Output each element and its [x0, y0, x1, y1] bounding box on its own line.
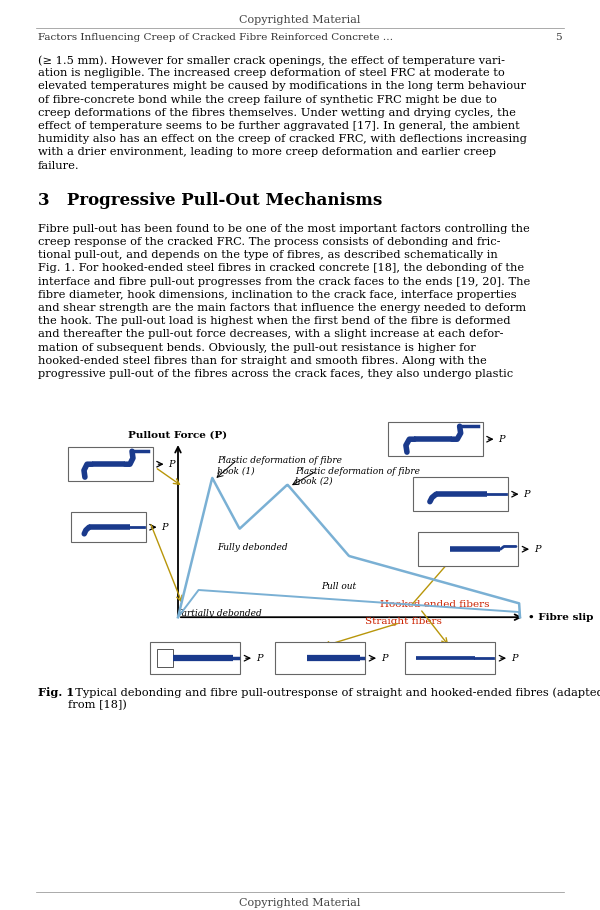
- Text: and shear strength are the main factors that influence the energy needed to defo: and shear strength are the main factors …: [38, 303, 526, 313]
- Text: interface and fibre pull-out progresses from the crack faces to the ends [19, 20: interface and fibre pull-out progresses …: [38, 277, 530, 287]
- Text: Fig. 1. For hooked-ended steel fibres in cracked concrete [18], the debonding of: Fig. 1. For hooked-ended steel fibres in…: [38, 263, 524, 273]
- Text: Plastic deformation of fibre
hook (1): Plastic deformation of fibre hook (1): [217, 456, 342, 475]
- Text: creep response of the cracked FRC. The process consists of debonding and fric-: creep response of the cracked FRC. The p…: [38, 237, 500, 247]
- Text: Factors Influencing Creep of Cracked Fibre Reinforced Concrete …: Factors Influencing Creep of Cracked Fib…: [38, 33, 393, 42]
- Text: hooked-ended steel fibres than for straight and smooth fibres. Along with the: hooked-ended steel fibres than for strai…: [38, 356, 487, 366]
- Text: Copyrighted Material: Copyrighted Material: [239, 15, 361, 25]
- Text: P: P: [256, 653, 263, 662]
- Text: creep deformations of the fibres themselves. Under wetting and drying cycles, th: creep deformations of the fibres themsel…: [38, 107, 516, 117]
- Text: Straight fibers: Straight fibers: [365, 617, 442, 626]
- Bar: [405, 642, 495, 674]
- Text: of fibre-concrete bond while the creep failure of synthetic FRC might be due to: of fibre-concrete bond while the creep f…: [38, 95, 497, 105]
- Text: Copyrighted Material: Copyrighted Material: [239, 898, 361, 908]
- Bar: [413, 477, 508, 511]
- Text: P: P: [534, 545, 541, 553]
- Bar: [67, 447, 152, 481]
- Text: (≥ 1.5 mm). However for smaller crack openings, the effect of temperature vari-: (≥ 1.5 mm). However for smaller crack op…: [38, 55, 505, 66]
- Text: the hook. The pull-out load is highest when the first bend of the fibre is defor: the hook. The pull-out load is highest w…: [38, 316, 511, 326]
- Text: Partially debonded: Partially debonded: [176, 609, 262, 618]
- Bar: [275, 642, 365, 674]
- Text: Hooked ended fibers: Hooked ended fibers: [380, 600, 490, 609]
- Text: fibre diameter, hook dimensions, inclination to the crack face, interface proper: fibre diameter, hook dimensions, inclina…: [38, 289, 517, 299]
- Bar: [388, 422, 482, 456]
- Text: ation is negligible. The increased creep deformation of steel FRC at moderate to: ation is negligible. The increased creep…: [38, 68, 505, 78]
- Text: progressive pull-out of the fibres across the crack faces, they also undergo pla: progressive pull-out of the fibres acros…: [38, 369, 513, 379]
- Text: P: P: [169, 460, 175, 469]
- Text: Fully debonded: Fully debonded: [217, 542, 287, 551]
- Text: P: P: [161, 522, 168, 531]
- Text: P: P: [499, 435, 505, 444]
- Text: Pull out: Pull out: [322, 581, 357, 591]
- Bar: [150, 642, 240, 674]
- Bar: [157, 650, 173, 667]
- Text: tional pull-out, and depends on the type of fibres, as described schematically i: tional pull-out, and depends on the type…: [38, 250, 498, 260]
- Bar: [71, 512, 146, 542]
- Text: with a drier environment, leading to more creep deformation and earlier creep: with a drier environment, leading to mor…: [38, 147, 496, 157]
- Text: humidity also has an effect on the creep of cracked FRC, with deflections increa: humidity also has an effect on the creep…: [38, 134, 527, 144]
- Text: effect of temperature seems to be further aggravated [17]. In general, the ambie: effect of temperature seems to be furthe…: [38, 121, 520, 131]
- Text: Pullout Force (P): Pullout Force (P): [128, 430, 227, 440]
- Text: and thereafter the pull-out force decreases, with a slight increase at each defo: and thereafter the pull-out force decrea…: [38, 329, 503, 339]
- Text: P: P: [511, 653, 517, 662]
- Text: P: P: [381, 653, 388, 662]
- Text: 5: 5: [556, 33, 562, 42]
- Text: • Fibre slip: • Fibre slip: [528, 612, 593, 622]
- Bar: [418, 532, 518, 566]
- Text: Fibre pull-out has been found to be one of the most important factors controllin: Fibre pull-out has been found to be one …: [38, 224, 530, 234]
- Text: Typical debonding and fibre pull-outresponse of straight and hooked-ended fibres: Typical debonding and fibre pull-outresp…: [68, 687, 600, 710]
- Text: failure.: failure.: [38, 160, 80, 170]
- Text: mation of subsequent bends. Obviously, the pull-out resistance is higher for: mation of subsequent bends. Obviously, t…: [38, 342, 476, 352]
- Text: elevated temperatures might be caused by modifications in the long term behaviou: elevated temperatures might be caused by…: [38, 81, 526, 91]
- Text: Fig. 1: Fig. 1: [38, 687, 74, 698]
- Text: P: P: [523, 490, 530, 499]
- Text: 3   Progressive Pull-Out Mechanisms: 3 Progressive Pull-Out Mechanisms: [38, 192, 382, 208]
- Text: Plastic deformation of fibre
hook (2): Plastic deformation of fibre hook (2): [295, 467, 421, 486]
